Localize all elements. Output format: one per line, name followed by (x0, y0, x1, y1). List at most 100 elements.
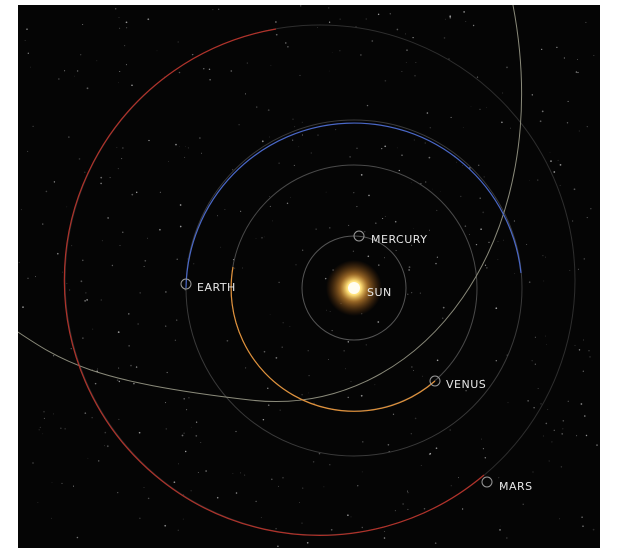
star (554, 430, 555, 431)
star (550, 152, 551, 153)
star (65, 428, 66, 429)
star (384, 257, 385, 258)
star (351, 517, 352, 518)
star (180, 226, 182, 228)
star (578, 269, 579, 270)
star (406, 62, 407, 63)
star (401, 155, 402, 156)
star (330, 311, 331, 312)
star (119, 17, 120, 18)
star (133, 383, 135, 385)
star (302, 135, 303, 136)
star (366, 344, 367, 345)
star (120, 245, 121, 246)
star (300, 5, 301, 6)
star (296, 265, 297, 266)
star (473, 25, 474, 26)
star (43, 411, 45, 413)
star (203, 68, 204, 69)
star (533, 472, 534, 473)
star (57, 253, 59, 255)
star (256, 238, 257, 239)
star (85, 412, 87, 414)
star (233, 473, 234, 474)
star (302, 122, 303, 123)
star (176, 319, 177, 320)
star (81, 280, 83, 282)
star (276, 34, 278, 36)
star (308, 375, 309, 376)
star (545, 336, 546, 337)
star (581, 516, 583, 518)
star (385, 216, 386, 217)
star (540, 403, 541, 404)
star (332, 330, 333, 331)
star (344, 350, 345, 351)
star (87, 300, 88, 301)
star (547, 409, 548, 410)
star (269, 196, 270, 197)
star (558, 160, 559, 161)
star (130, 365, 132, 367)
star (463, 127, 464, 128)
star (196, 422, 197, 423)
star (35, 276, 36, 277)
planet-label[interactable]: EARTH (197, 281, 236, 294)
star (69, 289, 70, 290)
star (308, 350, 309, 351)
star (478, 165, 479, 166)
star (335, 129, 336, 130)
star (529, 180, 530, 181)
planet-label[interactable]: SUN (367, 286, 392, 299)
star (271, 479, 273, 481)
star (523, 504, 524, 505)
star (201, 153, 202, 154)
star (209, 79, 211, 81)
star (183, 398, 185, 400)
star (329, 71, 330, 72)
star (319, 453, 321, 455)
star (378, 264, 379, 265)
star (537, 180, 538, 181)
star (139, 292, 141, 294)
star (117, 147, 118, 148)
star (71, 348, 72, 349)
star (191, 427, 192, 428)
star (97, 369, 98, 370)
star (117, 492, 118, 493)
star (561, 433, 563, 435)
sky (18, 5, 600, 548)
planet-label[interactable]: VENUS (446, 378, 486, 391)
star (543, 281, 544, 282)
star (236, 492, 238, 494)
star (481, 439, 482, 440)
star (39, 430, 40, 431)
star (148, 140, 149, 141)
star (484, 176, 485, 177)
star (245, 93, 246, 94)
star (385, 80, 387, 82)
star (568, 101, 569, 102)
star (183, 432, 184, 433)
star (377, 321, 379, 323)
planet-label[interactable]: MERCURY (371, 233, 427, 246)
star (92, 369, 93, 370)
star (593, 529, 595, 531)
sun[interactable] (348, 282, 360, 294)
star (463, 11, 465, 13)
star (42, 433, 43, 434)
star (553, 171, 555, 173)
star (96, 60, 97, 61)
star (411, 292, 412, 293)
star (396, 250, 397, 251)
star (429, 230, 430, 231)
star (569, 270, 570, 271)
star (390, 13, 391, 14)
star (87, 87, 89, 89)
planet-label[interactable]: MARS (499, 480, 533, 493)
star (437, 360, 439, 362)
star (456, 162, 457, 163)
star (348, 397, 349, 398)
star (465, 225, 467, 227)
star (589, 356, 590, 357)
